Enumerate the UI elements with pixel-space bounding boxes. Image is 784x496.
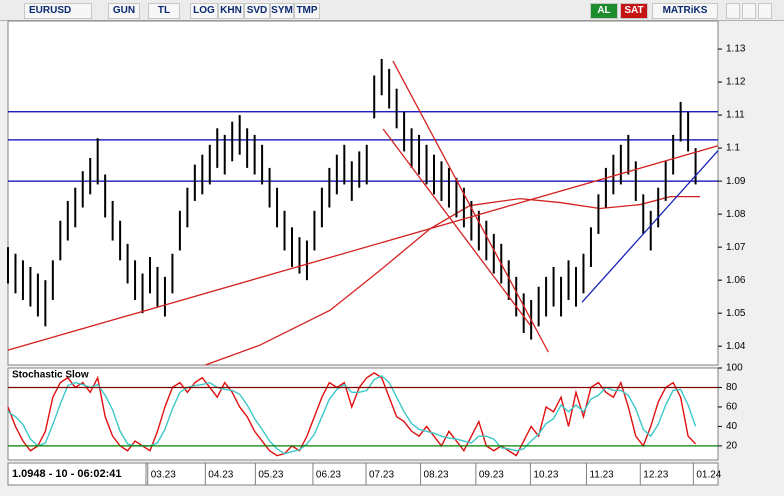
minimize-button[interactable] (726, 3, 740, 19)
toolbar-button[interactable]: TMP (294, 3, 320, 19)
y-tick-label: 1.12 (726, 77, 746, 88)
y-tick-label: 20 (726, 441, 738, 452)
y-tick-label: 1.08 (726, 209, 746, 220)
symbol-box[interactable]: EURUSD (24, 3, 92, 19)
indicator-line (7, 374, 697, 455)
y-tick-label: 1.04 (726, 341, 746, 352)
toolbar-button[interactable]: SVD (244, 3, 270, 19)
status-text: 1.0948 - 10 - 06:02:41 (12, 468, 121, 480)
toolbar: EURUSD GUN TL LOG KHN SVD SYM TMP AL SAT… (0, 0, 784, 21)
close-button[interactable] (758, 3, 772, 19)
y-tick-label: 1.09 (726, 176, 746, 187)
indicator-line (7, 372, 697, 457)
brand-button[interactable]: MATRiKS (652, 3, 718, 19)
y-tick-label: 1.06 (726, 275, 746, 286)
y-tick-label: 1.07 (726, 242, 746, 253)
y-tick-label: 60 (726, 402, 738, 413)
trend-line (581, 150, 719, 303)
x-tick-label: 05.23 (258, 470, 283, 481)
toolbar-button[interactable]: TL (148, 3, 180, 19)
x-tick-label: 09.23 (479, 470, 504, 481)
toolbar-button[interactable]: SYM (270, 3, 294, 19)
maximize-button[interactable] (742, 3, 756, 19)
trend-line (392, 60, 549, 353)
x-tick-label: 10.23 (533, 470, 558, 481)
y-tick-label: 1.1 (726, 143, 740, 154)
x-tick-label: 01.24 (696, 470, 721, 481)
y-tick-label: 1.11 (726, 110, 745, 121)
y-tick-label: 1.05 (726, 308, 746, 319)
toolbar-button[interactable]: KHN (218, 3, 244, 19)
status-box (7, 462, 147, 486)
price-panel (7, 20, 719, 366)
trend-line (382, 128, 531, 326)
x-tick-label: 03.23 (151, 470, 176, 481)
indicator-title: Stochastic Slow (12, 370, 89, 381)
buy-button[interactable]: AL (590, 3, 618, 19)
x-tick-label: 12.23 (643, 470, 668, 481)
y-tick-label: 40 (726, 421, 738, 432)
x-tick-label: 04.23 (208, 470, 233, 481)
moving-average (205, 195, 701, 366)
x-tick-label: 11.23 (589, 470, 614, 481)
y-tick-label: 100 (726, 363, 743, 374)
x-tick-label: 08.23 (424, 470, 449, 481)
x-tick-label: 06.23 (316, 470, 341, 481)
y-tick-label: 80 (726, 382, 738, 393)
x-tick-label: 07.23 (369, 470, 394, 481)
trend-line (7, 145, 719, 351)
toolbar-button[interactable]: LOG (190, 3, 218, 19)
toolbar-button[interactable]: GUN (108, 3, 140, 19)
sell-button[interactable]: SAT (620, 3, 648, 19)
y-tick-label: 1.13 (726, 44, 746, 55)
